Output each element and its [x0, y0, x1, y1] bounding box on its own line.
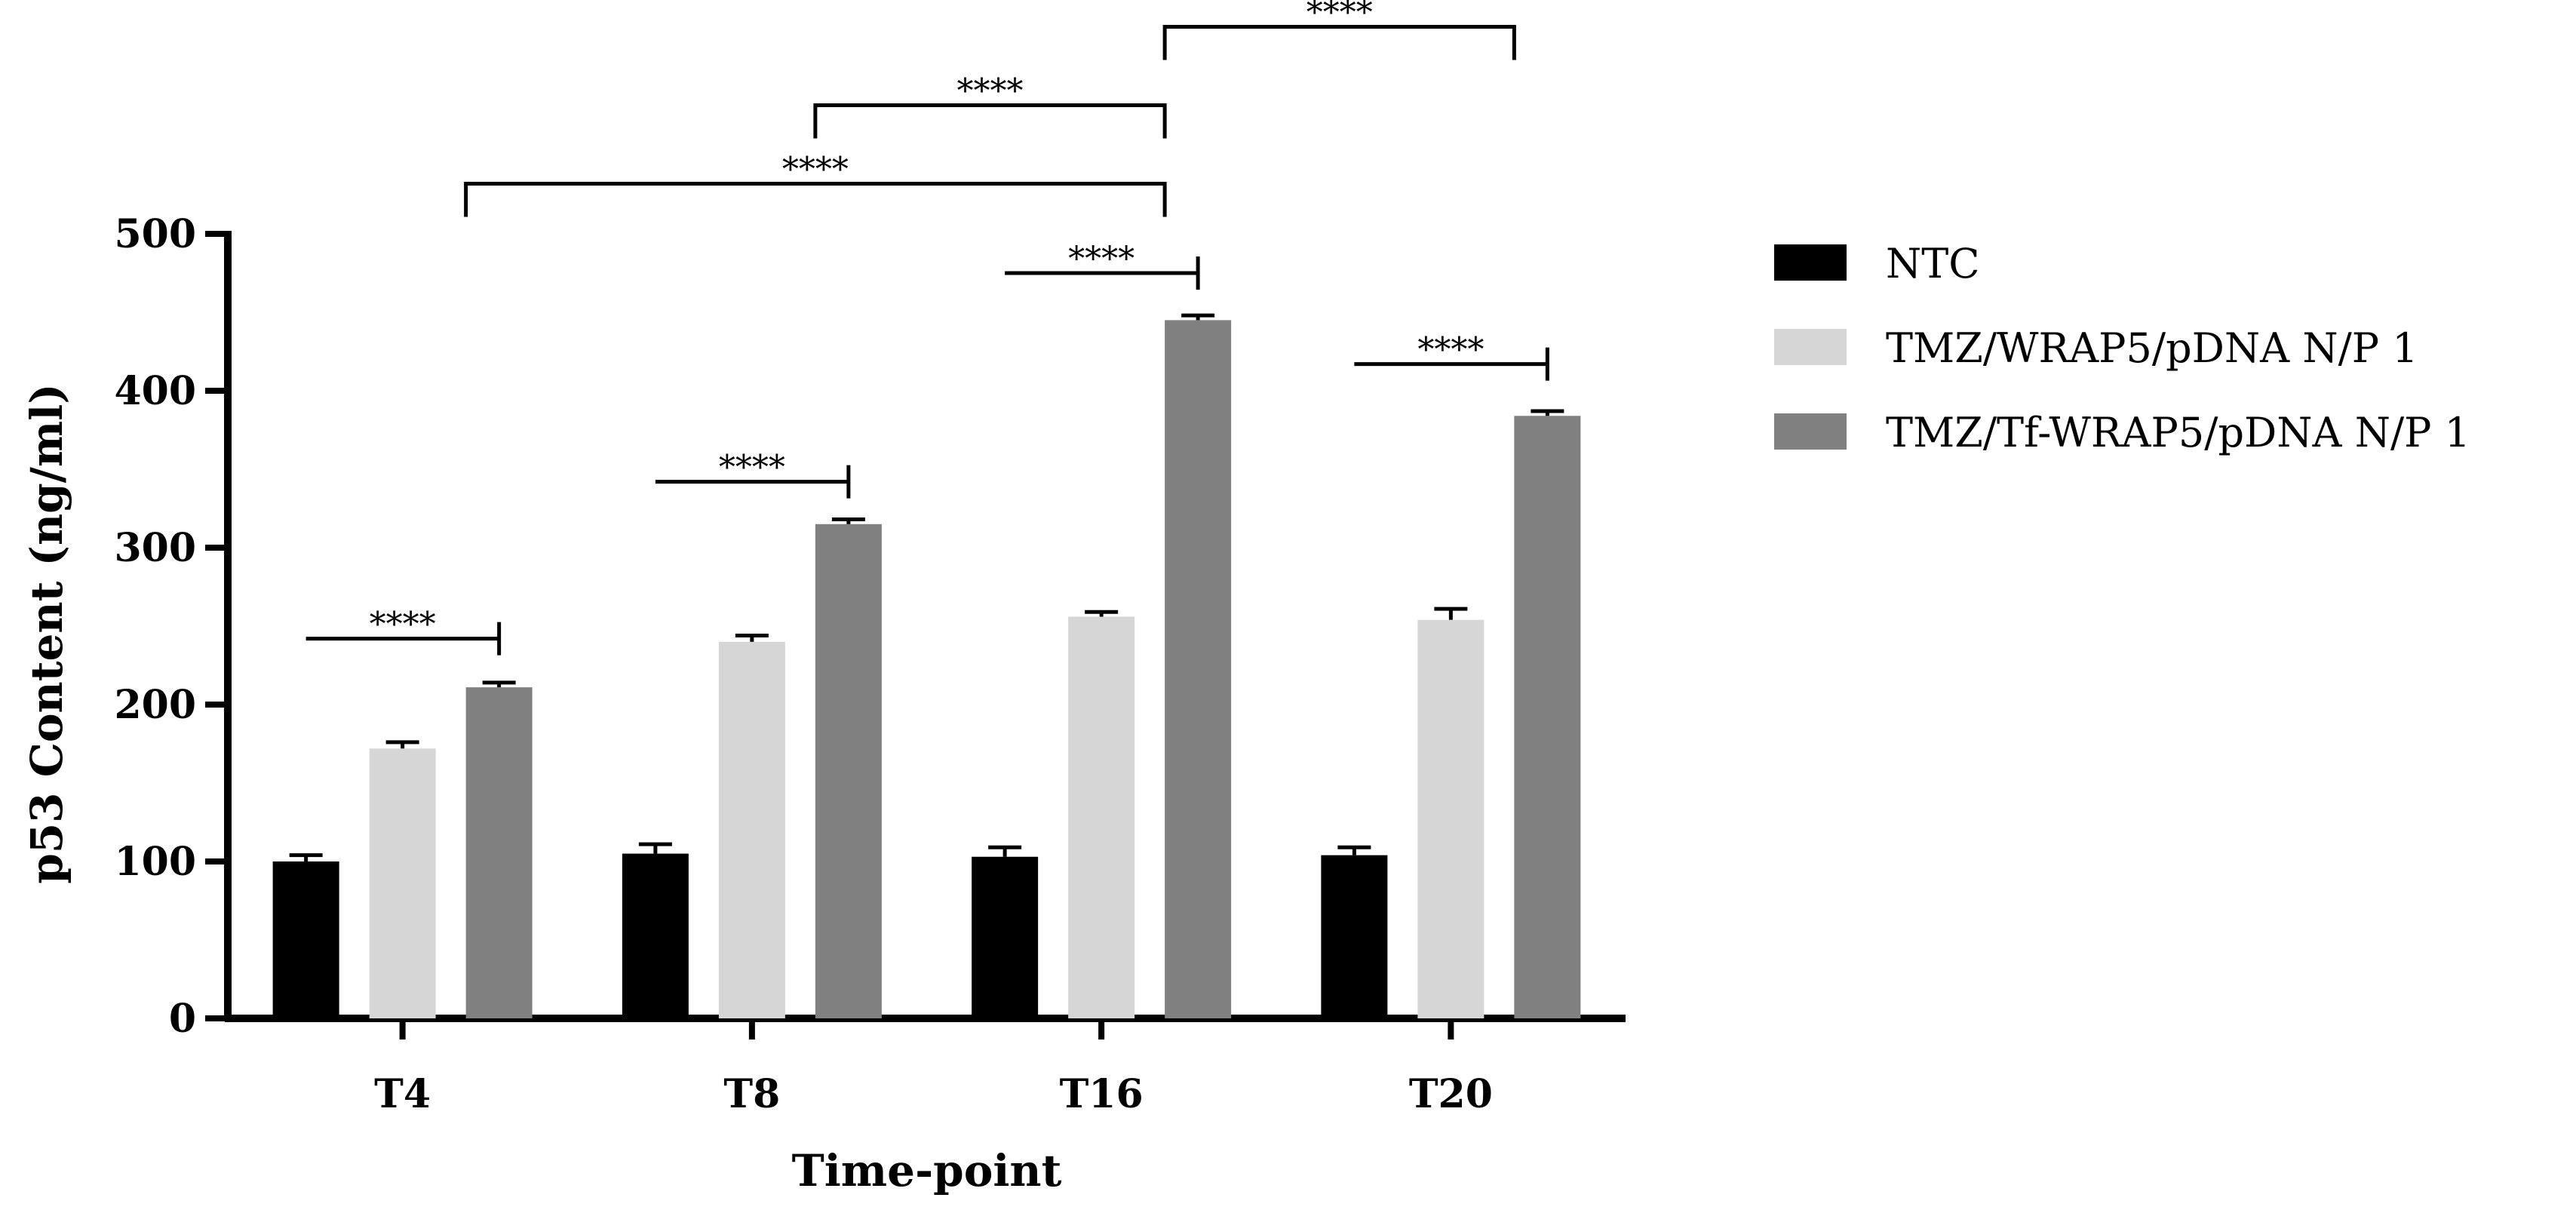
x-axis: T4 T8 T16 T20 — [225, 1015, 1626, 1117]
legend-label: NTC — [1886, 240, 1980, 287]
bar — [972, 856, 1039, 1018]
x-tick-label: T4 — [374, 1071, 431, 1117]
bar — [1514, 416, 1581, 1018]
significance-label: **** — [719, 449, 785, 487]
legend-swatch — [1774, 413, 1847, 450]
significance-label: **** — [782, 150, 849, 189]
significance-label: **** — [1417, 331, 1484, 370]
y-tick-label: 400 — [114, 368, 196, 414]
bar — [1068, 616, 1135, 1018]
legend-label: TMZ/Tf-WRAP5/pDNA N/P 1 — [1886, 409, 2470, 456]
bar — [718, 641, 785, 1018]
significance-label: **** — [1068, 240, 1134, 278]
y-tick-label: 0 — [169, 996, 196, 1042]
significance-bracket — [813, 103, 1167, 139]
significance-bracket — [1162, 24, 1516, 60]
y-tick-label: 500 — [114, 211, 196, 257]
y-axis: 0 100 200 300 400 500 — [114, 211, 232, 1042]
y-axis-title: p53 Content (ng/ml) — [21, 383, 72, 884]
significance-bracket — [464, 181, 1167, 217]
y-tick-label: 200 — [114, 682, 196, 728]
significance-brackets: **** **** **** **** **** **** **** — [305, 0, 1549, 656]
significance-label: **** — [370, 606, 436, 644]
bar — [815, 524, 882, 1018]
bar — [272, 861, 339, 1018]
x-axis-title: Time-point — [792, 1145, 1062, 1196]
bar — [369, 748, 436, 1018]
bar — [1417, 619, 1485, 1018]
significance-label: **** — [1306, 0, 1373, 32]
x-tick-label: T20 — [1409, 1071, 1493, 1117]
legend-label: TMZ/WRAP5/pDNA N/P 1 — [1886, 324, 2418, 372]
y-tick-label: 100 — [114, 839, 196, 885]
legend-swatch — [1774, 244, 1847, 281]
bars — [272, 313, 1581, 1018]
y-tick-label: 300 — [114, 525, 196, 571]
legend-swatch — [1774, 329, 1847, 365]
bar — [1321, 855, 1388, 1018]
x-tick-label: T8 — [723, 1071, 780, 1117]
bar — [1165, 320, 1232, 1018]
bar — [622, 853, 689, 1018]
bar — [465, 687, 533, 1018]
x-tick-label: T16 — [1060, 1071, 1144, 1117]
significance-label: **** — [957, 72, 1024, 110]
legend: NTC TMZ/WRAP5/pDNA N/P 1 TMZ/Tf-WRAP5/pDNA… — [1774, 240, 2470, 456]
